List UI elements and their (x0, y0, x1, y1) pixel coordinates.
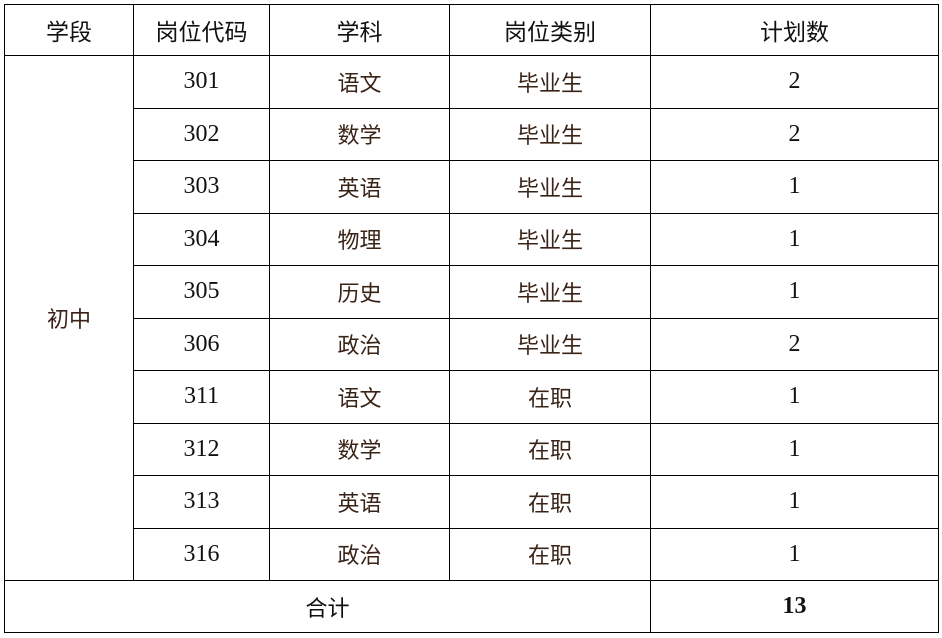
subject-cell: 语文 (269, 55, 450, 109)
header-stage: 学段 (4, 4, 134, 56)
subject-cell: 历史 (269, 265, 450, 319)
table-row: 初中 301 语文 毕业生 2 (4, 55, 939, 581)
category-cell: 在职 (449, 370, 651, 424)
category-cell: 毕业生 (449, 55, 651, 109)
category-cell: 毕业生 (449, 107, 651, 161)
code-cell: 316 (133, 527, 270, 581)
subject-cell: 数学 (269, 107, 450, 161)
count-cell: 2 (650, 317, 939, 371)
subject-cell: 英语 (269, 160, 450, 214)
category-cell: 在职 (449, 475, 651, 529)
count-cell: 2 (650, 107, 939, 161)
table-row: 316 政治 在职 1 (5, 527, 939, 581)
subject-cell: 英语 (269, 475, 450, 529)
count-cell: 1 (650, 265, 939, 319)
category-cell: 在职 (449, 527, 651, 581)
category-cell: 毕业生 (449, 265, 651, 319)
count-cell: 1 (650, 422, 939, 476)
total-row: 合计 13 (4, 580, 939, 633)
subject-cell: 政治 (269, 317, 450, 371)
total-value: 13 (650, 580, 939, 633)
category-cell: 在职 (449, 422, 651, 476)
table-row: 311 语文 在职 1 (5, 370, 939, 424)
header-category: 岗位类别 (449, 4, 651, 56)
code-cell: 302 (133, 107, 270, 161)
count-cell: 1 (650, 370, 939, 424)
header-count: 计划数 (650, 4, 939, 56)
subject-cell: 物理 (269, 212, 450, 266)
count-cell: 2 (650, 55, 939, 109)
header-code: 岗位代码 (133, 4, 270, 56)
header-row: 学段 岗位代码 学科 岗位类别 计划数 (4, 4, 939, 56)
subject-cell: 数学 (269, 422, 450, 476)
code-cell: 313 (133, 475, 270, 529)
count-cell: 1 (650, 212, 939, 266)
table-row: 304 物理 毕业生 1 (5, 212, 939, 266)
stage-cell: 初中 (4, 55, 134, 581)
category-cell: 毕业生 (449, 212, 651, 266)
table-row: 302 数学 毕业生 2 (5, 107, 939, 161)
code-cell: 312 (133, 422, 270, 476)
table-row: 305 历史 毕业生 1 (5, 265, 939, 319)
code-cell: 311 (133, 370, 270, 424)
subject-cell: 政治 (269, 527, 450, 581)
total-label: 合计 (4, 580, 651, 633)
code-cell: 306 (133, 317, 270, 371)
count-cell: 1 (650, 160, 939, 214)
code-cell: 301 (133, 55, 270, 109)
code-cell: 305 (133, 265, 270, 319)
category-cell: 毕业生 (449, 317, 651, 371)
header-subject: 学科 (269, 4, 450, 56)
code-cell: 303 (133, 160, 270, 214)
table-row: 313 英语 在职 1 (5, 475, 939, 529)
table-row: 303 英语 毕业生 1 (5, 160, 939, 214)
category-cell: 毕业生 (449, 160, 651, 214)
table-row: 312 数学 在职 1 (5, 422, 939, 476)
table-row: 306 政治 毕业生 2 (5, 317, 939, 371)
code-cell: 304 (133, 212, 270, 266)
subject-cell: 语文 (269, 370, 450, 424)
count-cell: 1 (650, 475, 939, 529)
count-cell: 1 (650, 527, 939, 581)
recruitment-plan-table: 学段 岗位代码 学科 岗位类别 计划数 初中 301 语文 毕业生 2 302 数学 毕业生 2… (4, 4, 939, 633)
